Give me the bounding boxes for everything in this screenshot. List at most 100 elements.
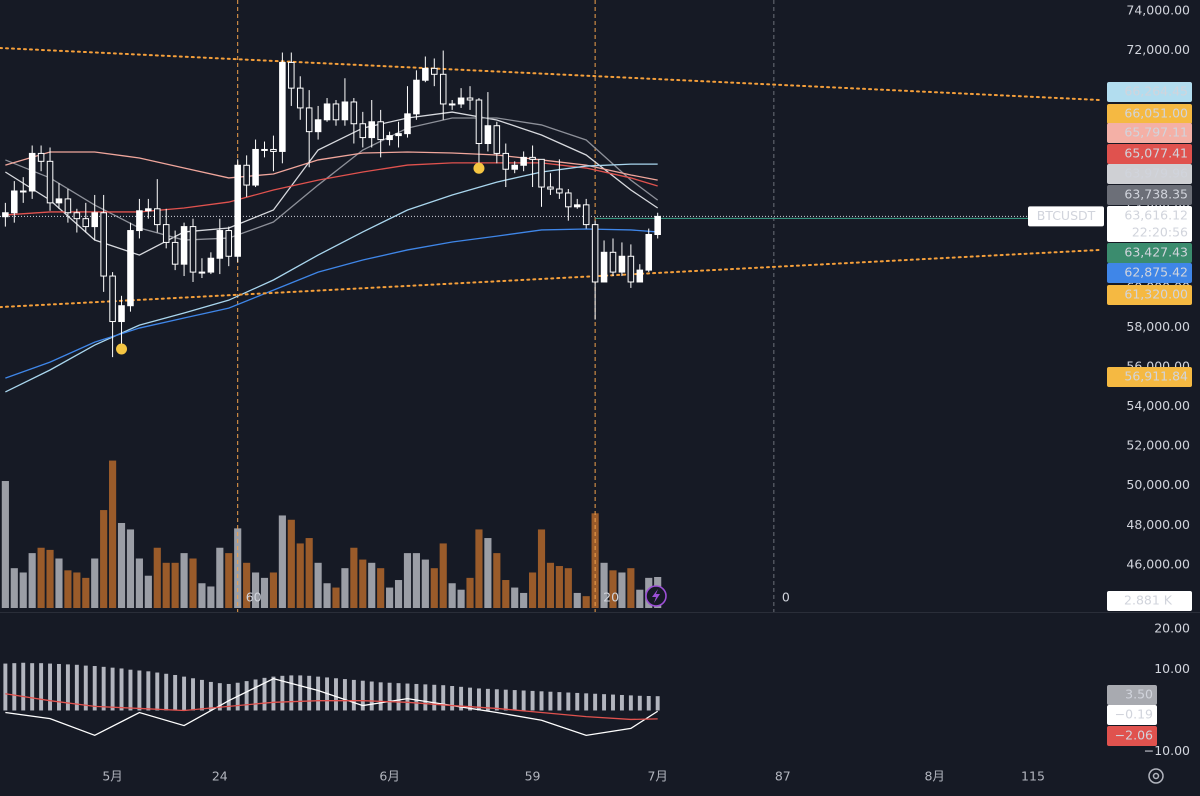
macd-label-box — [1107, 685, 1157, 705]
candle-body — [55, 198, 63, 204]
candle-body — [511, 164, 518, 170]
macd-histogram-bar — [199, 679, 204, 711]
macd-histogram-bar — [83, 665, 88, 711]
lightning-icon[interactable] — [645, 585, 667, 607]
volume-bar — [135, 558, 143, 608]
x-tick-label: 7月 — [647, 769, 667, 784]
price-label: 63,979.96 — [1124, 166, 1188, 181]
macd-histogram-bar — [253, 679, 258, 711]
y-tick-label: 72,000.00 — [1126, 42, 1190, 57]
macd-histogram-bar — [342, 679, 347, 711]
macd-histogram-bar — [271, 676, 276, 711]
volume-bar — [278, 515, 286, 608]
macd-tick-label: 20.00 — [1154, 620, 1190, 635]
candle-body — [198, 271, 206, 274]
volume-bar — [55, 558, 63, 608]
countdown-label: 22:20:56 — [1132, 225, 1188, 240]
macd-histogram-bar — [307, 675, 312, 711]
macd-label: −0.19 — [1115, 707, 1153, 722]
macd-histogram-bar — [521, 690, 526, 711]
macd-histogram-bar — [316, 676, 321, 711]
volume-bar — [421, 559, 429, 608]
candle-body — [288, 61, 295, 89]
candle-body — [439, 73, 447, 105]
volume-bar — [377, 568, 385, 608]
price-label: 63,616.12 — [1124, 208, 1188, 223]
candle-body — [404, 113, 411, 135]
candle-body — [279, 61, 286, 152]
candle-body — [261, 148, 268, 151]
volume-bar — [394, 580, 403, 608]
macd-histogram-bar — [128, 669, 133, 711]
macd-histogram-bar — [280, 675, 285, 711]
volume-bar — [82, 577, 90, 608]
volume-bar — [1, 481, 9, 608]
candle-body — [377, 121, 384, 141]
candle-body — [538, 158, 545, 188]
volume-bar — [287, 519, 295, 608]
macd-histogram-bar — [378, 682, 383, 711]
volume-bar — [618, 572, 626, 608]
macd-histogram-bar — [30, 663, 35, 711]
price-label: 63,427.43 — [1124, 245, 1188, 260]
volume-label-box — [1107, 591, 1192, 611]
macd-histogram-bar — [351, 679, 356, 711]
candle-body — [252, 148, 259, 186]
macd-histogram-bar — [164, 673, 169, 711]
macd-label-box — [1107, 726, 1157, 746]
macd-histogram-bar — [262, 677, 267, 711]
volume-bar — [609, 570, 617, 608]
macd-histogram-bar — [217, 683, 222, 711]
settings-icon[interactable] — [1148, 768, 1164, 784]
candle-body — [529, 156, 536, 160]
macd-histogram-bar — [65, 664, 70, 711]
volume-bar — [546, 562, 555, 608]
macd-label-box — [1107, 705, 1157, 725]
candle-body — [573, 204, 581, 208]
candle-body — [118, 305, 125, 323]
candle-body — [11, 190, 18, 214]
macd-label: −2.06 — [1115, 728, 1153, 743]
volume-bar — [368, 562, 376, 608]
macd-histogram-bar — [12, 663, 17, 711]
x-tick-label: 59 — [525, 769, 541, 784]
macd-histogram-bar — [226, 683, 231, 711]
x-tick-label: 115 — [1021, 769, 1045, 784]
candle-body — [582, 204, 590, 226]
volume-bar — [511, 587, 519, 608]
volume-bar — [243, 562, 251, 608]
volume-bar — [225, 553, 233, 608]
macd-histogram-bar — [173, 674, 178, 711]
candle-body — [395, 133, 402, 137]
macd-label: 3.50 — [1125, 687, 1153, 702]
volume-bar — [386, 587, 394, 608]
volume-bar — [537, 529, 546, 608]
volume-bar — [484, 538, 492, 608]
macd-line — [5, 677, 659, 737]
macd-histogram-bar — [48, 663, 53, 711]
candle-body — [136, 210, 143, 232]
macd-histogram-bar — [360, 680, 365, 711]
macd-histogram-bar — [602, 694, 607, 711]
macd-histogram-bar — [208, 681, 213, 711]
candle-body — [162, 224, 170, 243]
volume-bar — [189, 558, 197, 608]
moving-average — [5, 162, 658, 216]
candle-body — [386, 135, 393, 141]
axis-labels: 74,000.0072,000.0070,000.0068,000.0066,0… — [102, 2, 1192, 784]
candle-body — [171, 241, 179, 265]
volume-bar — [144, 575, 152, 608]
candle-body — [109, 275, 116, 323]
volume-bar — [207, 586, 215, 608]
candle-body — [91, 212, 98, 228]
price-label-box — [1107, 206, 1192, 242]
macd-histogram-bar — [289, 675, 294, 711]
x-tick-label: 87 — [775, 769, 791, 784]
y-tick-label: 48,000.00 — [1126, 517, 1190, 532]
candle-body — [448, 103, 456, 106]
candle-body — [493, 125, 501, 154]
macd-histogram-bar — [298, 675, 303, 711]
macd-histogram-bar — [619, 694, 624, 711]
macd-histogram-bar — [459, 686, 464, 711]
volume-bar — [573, 592, 581, 608]
